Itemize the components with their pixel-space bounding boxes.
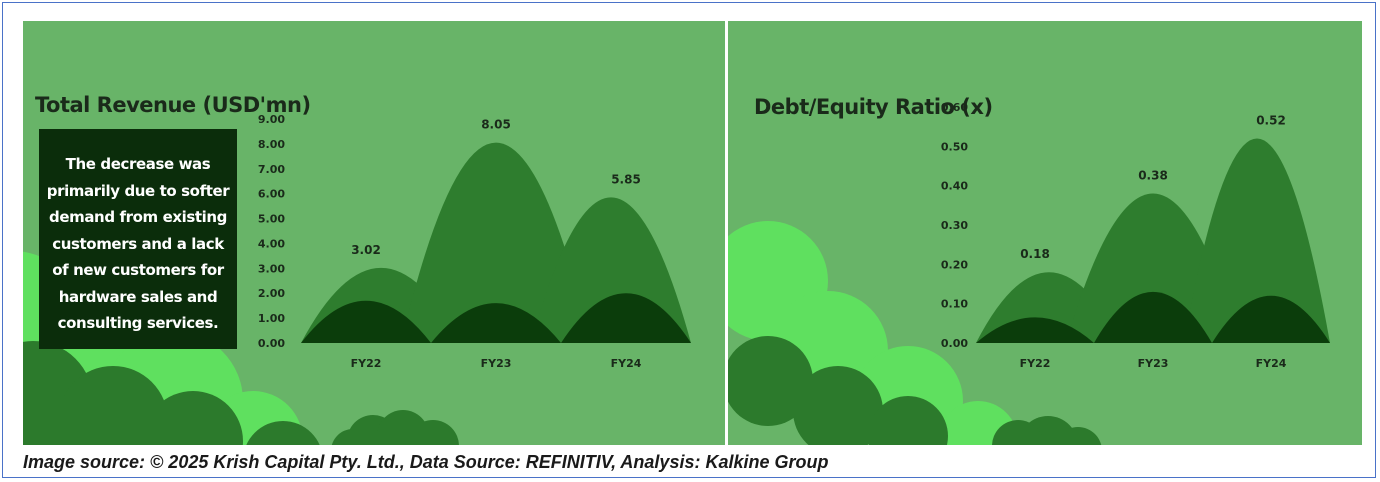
debt-equity-chart-title: Debt/Equity Ratio (x)	[754, 95, 993, 119]
revenue-ytick-label: 1.00	[258, 312, 285, 325]
decor-bush	[793, 366, 883, 445]
decor-bush	[331, 429, 375, 445]
decor-bush	[1054, 427, 1102, 445]
revenue-ytick-label: 0.00	[258, 337, 285, 350]
revenue-chart-title: Total Revenue (USD'mn)	[35, 93, 311, 117]
revenue-ytick-label: 6.00	[258, 188, 285, 201]
debt-equity-chart: 0.00 0.10 0.20 0.30 0.40 0.50 0.60 0.18 FY22 0.38…	[728, 101, 1330, 445]
revenue-ytick-label: 3.00	[258, 262, 285, 275]
revenue-data-label-fy22: 3.02	[351, 243, 381, 257]
debt-equity-ytick-label: 0.00	[941, 337, 968, 350]
decor-bush	[143, 391, 243, 445]
debt-equity-bar-fy24	[1184, 138, 1330, 343]
debt-equity-ytick-label: 0.30	[941, 219, 968, 232]
revenue-chart: 0.00 1.00 2.00 3.00 4.00 5.00 6.00 7.00 8.00 9.00…	[23, 113, 691, 445]
debt-equity-ytick-label: 0.10	[941, 298, 968, 311]
decor-bush	[407, 420, 459, 445]
debt-equity-ytick-label: 0.60	[941, 101, 968, 114]
debt-equity-data-label-fy23: 0.38	[1138, 169, 1168, 183]
revenue-ytick-label: 8.00	[258, 138, 285, 151]
revenue-x-tick-label-fy22: FY22	[351, 357, 382, 370]
decor-bush	[58, 366, 168, 445]
decor-bush	[992, 420, 1044, 445]
revenue-inner-hump-fy24	[561, 293, 691, 343]
debt-equity-panel: 0.00 0.10 0.20 0.30 0.40 0.50 0.60 0.18 FY22 0.38…	[728, 21, 1362, 445]
note-text: The decrease was primarily due to softer…	[46, 155, 230, 332]
revenue-inner-hump-fy22	[301, 300, 431, 343]
debt-equity-x-tick-label-fy22: FY22	[1020, 357, 1051, 370]
debt-equity-x-tick-label-fy24: FY24	[1256, 357, 1287, 370]
revenue-ytick-label: 2.00	[258, 287, 285, 300]
revenue-ytick-label: 5.00	[258, 213, 285, 226]
debt-equity-x-tick-label-fy23: FY23	[1138, 357, 1169, 370]
debt-equity-data-label-fy22: 0.18	[1020, 247, 1050, 261]
debt-equity-ytick-label: 0.40	[941, 180, 968, 193]
revenue-bar-fy23	[401, 142, 591, 343]
decor-bush	[246, 421, 320, 445]
debt-equity-inner-hump-fy22	[976, 317, 1094, 343]
revenue-x-tick-label-fy23: FY23	[481, 357, 512, 370]
debt-equity-inner-hump-fy24	[1212, 295, 1330, 343]
decor-bush	[728, 336, 813, 426]
debt-equity-ytick-label: 0.20	[941, 258, 968, 271]
revenue-ytick-label: 4.00	[258, 237, 285, 250]
source-caption: Image source: © 2025 Krish Capital Pty. …	[23, 452, 829, 472]
revenue-ytick-label: 9.00	[258, 113, 285, 126]
debt-equity-ytick-label: 0.50	[941, 140, 968, 153]
revenue-x-tick-label-fy24: FY24	[611, 357, 642, 370]
debt-equity-inner-hump-fy23	[1094, 291, 1212, 343]
revenue-panel: 0.00 1.00 2.00 3.00 4.00 5.00 6.00 7.00 8.00 9.00…	[23, 21, 725, 445]
note-box: The decrease was primarily due to softer…	[39, 129, 237, 349]
revenue-data-label-fy24: 5.85	[611, 172, 641, 186]
decor-bush	[868, 396, 948, 445]
debt-equity-data-label-fy24: 0.52	[1256, 113, 1286, 127]
revenue-inner-hump-fy23	[431, 303, 561, 343]
revenue-ytick-label: 7.00	[258, 163, 285, 176]
revenue-data-label-fy23: 8.05	[481, 118, 511, 132]
